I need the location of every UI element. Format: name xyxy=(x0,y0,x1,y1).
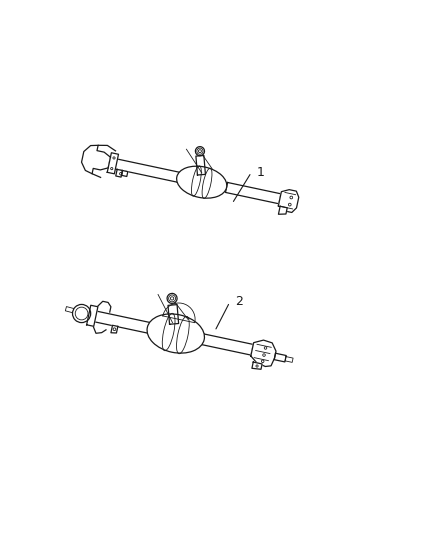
Polygon shape xyxy=(163,303,195,322)
Polygon shape xyxy=(65,306,77,313)
Polygon shape xyxy=(274,353,286,362)
Polygon shape xyxy=(111,325,118,333)
Polygon shape xyxy=(86,309,152,334)
Polygon shape xyxy=(226,182,281,204)
Polygon shape xyxy=(81,146,98,174)
Polygon shape xyxy=(121,171,128,176)
Polygon shape xyxy=(201,334,253,355)
Ellipse shape xyxy=(177,166,227,198)
Polygon shape xyxy=(116,169,123,177)
Ellipse shape xyxy=(73,304,91,322)
Polygon shape xyxy=(168,305,179,324)
Ellipse shape xyxy=(167,293,177,303)
Polygon shape xyxy=(251,340,276,367)
Polygon shape xyxy=(107,153,119,174)
Ellipse shape xyxy=(195,147,205,156)
Ellipse shape xyxy=(147,314,205,353)
Polygon shape xyxy=(108,158,180,182)
Text: 1: 1 xyxy=(257,166,265,179)
Polygon shape xyxy=(279,206,287,214)
Polygon shape xyxy=(196,156,205,175)
Polygon shape xyxy=(279,190,299,213)
Polygon shape xyxy=(285,357,293,362)
Polygon shape xyxy=(252,362,262,369)
Text: 2: 2 xyxy=(235,295,243,309)
Polygon shape xyxy=(87,305,98,326)
